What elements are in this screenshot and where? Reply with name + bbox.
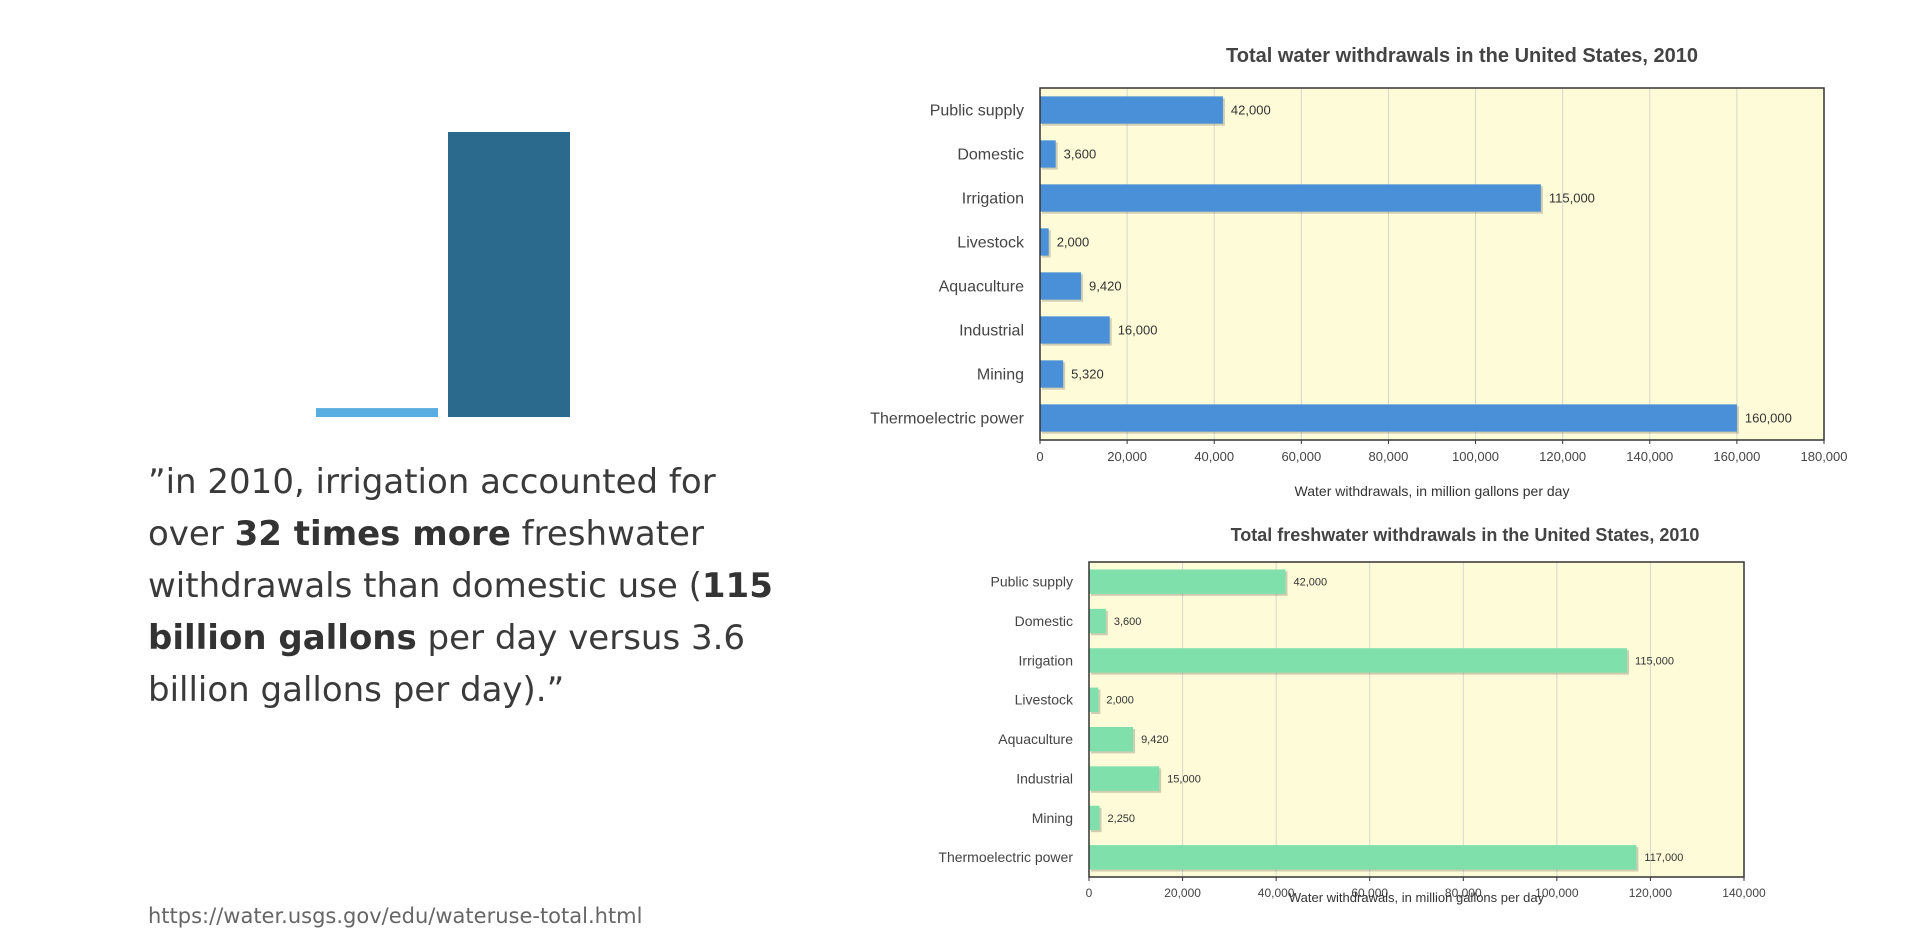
bar [1040, 184, 1541, 212]
category-label: Irrigation [962, 191, 1024, 208]
category-label: Aquaculture [998, 731, 1073, 747]
category-label: Thermoelectric power [938, 849, 1073, 865]
data-label: 16,000 [1118, 323, 1158, 338]
x-tick-label: 60,000 [1351, 886, 1388, 900]
category-label: Livestock [957, 235, 1025, 252]
category-label: Industrial [1016, 770, 1073, 786]
bar [1040, 360, 1064, 388]
category-label: Mining [977, 367, 1024, 384]
data-label: 15,000 [1167, 773, 1201, 785]
x-tick-label: 0 [1036, 449, 1043, 464]
category-label: Aquaculture [939, 279, 1024, 296]
bar [1040, 404, 1737, 432]
x-tick-label: 120,000 [1539, 449, 1586, 464]
quote-emphasis-gallons: 115 billion gallons [148, 566, 773, 658]
category-label: Industrial [959, 323, 1024, 340]
x-tick-label: 20,000 [1164, 886, 1201, 900]
bar [1089, 687, 1099, 713]
data-label: 2,000 [1106, 695, 1134, 707]
mini-bar [448, 132, 570, 417]
data-label: 42,000 [1294, 577, 1328, 589]
chart-title: Total water withdrawals in the United St… [1226, 45, 1698, 67]
bar [1040, 228, 1049, 256]
quote-emphasis-times: 32 times more [234, 514, 511, 554]
plot-area [1040, 88, 1824, 440]
bar [1040, 96, 1223, 124]
bar [1040, 140, 1056, 168]
x-tick-label: 20,000 [1107, 449, 1147, 464]
x-tick-label: 40,000 [1194, 449, 1234, 464]
category-label: Mining [1032, 810, 1073, 826]
source-link[interactable]: https://water.usgs.gov/edu/wateruse-tota… [148, 904, 643, 928]
x-tick-label: 180,000 [1801, 449, 1848, 464]
data-label: 3,600 [1064, 147, 1097, 162]
x-axis-label: Water withdrawals, in million gallons pe… [1289, 890, 1545, 905]
bar [1089, 608, 1106, 634]
data-label: 2,250 [1108, 813, 1136, 825]
chart-title: Total freshwater withdrawals in the Unit… [1231, 525, 1700, 545]
category-label: Domestic [957, 147, 1024, 164]
plot-frame [1039, 87, 1825, 441]
bar [1089, 569, 1286, 594]
x-tick-label: 60,000 [1281, 449, 1321, 464]
mini-bar [316, 408, 438, 417]
data-label: 160,000 [1745, 411, 1792, 426]
x-tick-label: 120,000 [1629, 886, 1673, 900]
data-label: 3,600 [1114, 616, 1142, 628]
bar [1040, 316, 1110, 344]
category-label: Domestic [1015, 613, 1073, 629]
x-tick-label: 160,000 [1713, 449, 1760, 464]
data-label: 42,000 [1231, 103, 1271, 118]
bar [1089, 766, 1160, 791]
data-label: 5,320 [1071, 367, 1104, 382]
data-label: 115,000 [1635, 655, 1674, 667]
data-label: 115,000 [1549, 191, 1595, 206]
plot-area [1089, 562, 1744, 877]
quote-part: freshwater withdrawals than domestic use… [148, 514, 704, 606]
category-label: Irrigation [1019, 652, 1073, 668]
bar [1040, 272, 1082, 300]
data-label: 2,000 [1057, 235, 1090, 250]
x-tick-label: 40,000 [1258, 886, 1295, 900]
category-label: Livestock [1015, 692, 1074, 708]
category-label: Thermoelectric power [870, 411, 1025, 428]
data-label: 9,420 [1089, 279, 1122, 294]
x-axis-label: Water withdrawals, in million gallons pe… [1295, 483, 1570, 499]
plot-frame [1088, 561, 1745, 878]
bar [1089, 845, 1637, 870]
bar [1089, 648, 1628, 673]
category-label: Public supply [930, 103, 1024, 120]
mini-comparison-chart [316, 132, 570, 417]
bar [1089, 726, 1134, 752]
x-tick-label: 140,000 [1722, 886, 1766, 900]
quote-text: ”in 2010, irrigation accounted for over … [148, 456, 788, 716]
x-tick-label: 80,000 [1369, 449, 1409, 464]
x-tick-label: 140,000 [1626, 449, 1673, 464]
data-label: 117,000 [1644, 852, 1683, 864]
category-label: Public supply [991, 574, 1074, 590]
data-label: 9,420 [1141, 734, 1169, 746]
x-tick-label: 0 [1086, 886, 1093, 900]
quote-part: ”in 2010, irrigation accounted for over [148, 462, 716, 554]
bar [1089, 805, 1100, 831]
quote-part: per day versus 3.6 billion gallons per d… [148, 618, 746, 710]
x-tick-label: 100,000 [1452, 449, 1499, 464]
x-tick-label: 100,000 [1535, 886, 1579, 900]
x-tick-label: 80,000 [1445, 886, 1482, 900]
